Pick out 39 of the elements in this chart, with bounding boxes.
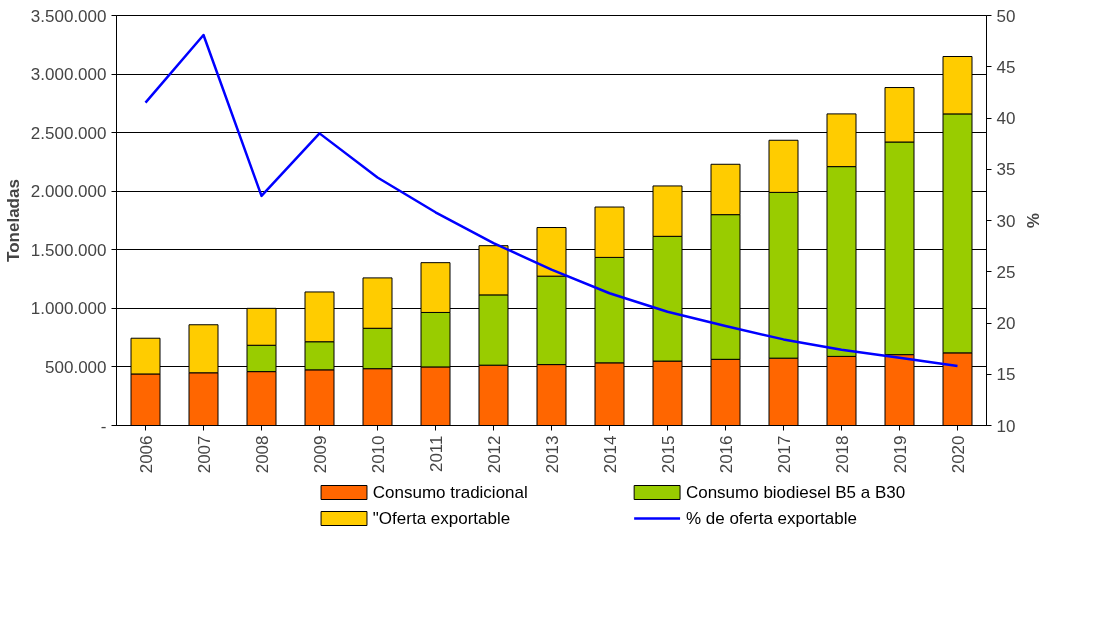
legend-label: "Oferta exportable <box>372 509 511 528</box>
line-series <box>144 33 959 368</box>
y2-tick-label: 45 <box>996 57 1016 77</box>
x-tick-label: 2011 <box>426 435 446 473</box>
x-tick-label: 2017 <box>774 435 794 474</box>
x-tick-label: 2012 <box>484 435 504 474</box>
legend-label: % de oferta exportable <box>685 509 857 528</box>
y2-tick-label: 40 <box>996 109 1016 128</box>
y2-tick-label: 50 <box>996 6 1016 26</box>
y-tick-label: - <box>100 416 107 436</box>
x-tick-label: 2007 <box>194 435 214 474</box>
y2-tick-label: 30 <box>996 211 1016 231</box>
x-tick-label: 2019 <box>890 435 910 474</box>
y-tick-label: 3.000.000 <box>30 65 107 85</box>
y2-tick-label: 10 <box>996 416 1016 436</box>
x-tick-label: 2020 <box>948 435 968 474</box>
y-tick-label: 1.000.000 <box>30 299 107 319</box>
y-tick-label: 2.000.000 <box>30 182 107 202</box>
y-tick-label: 1.500.000 <box>30 240 107 260</box>
x-tick-label: 2018 <box>832 435 852 474</box>
legend-label: Consumo tradicional <box>372 483 528 502</box>
y2-tick-label: 15 <box>996 365 1016 385</box>
y-tick-label: 500.000 <box>45 357 107 377</box>
x-tick-label: 2006 <box>136 435 156 474</box>
y2-tick-label: 35 <box>996 160 1016 180</box>
x-tick-label: 2009 <box>310 435 330 474</box>
y-tick-label: 3.500.000 <box>30 6 107 26</box>
x-tick-label: 2008 <box>252 435 272 474</box>
x-tick-label: 2015 <box>658 435 678 474</box>
legend-label: Consumo biodiesel B5 a B30 <box>685 483 906 502</box>
x-tick-label: 2014 <box>600 435 620 474</box>
y2-tick-label: 25 <box>996 262 1016 282</box>
x-tick-label: 2016 <box>716 435 736 474</box>
x-tick-label: 2013 <box>542 435 562 474</box>
y2-tick-label: 20 <box>996 314 1016 333</box>
x-tick-label: 2010 <box>368 435 388 474</box>
y2-axis-title: % <box>1023 212 1043 229</box>
y-axis-title: Toneladas <box>3 179 23 262</box>
y-tick-label: 2.500.000 <box>30 123 107 143</box>
